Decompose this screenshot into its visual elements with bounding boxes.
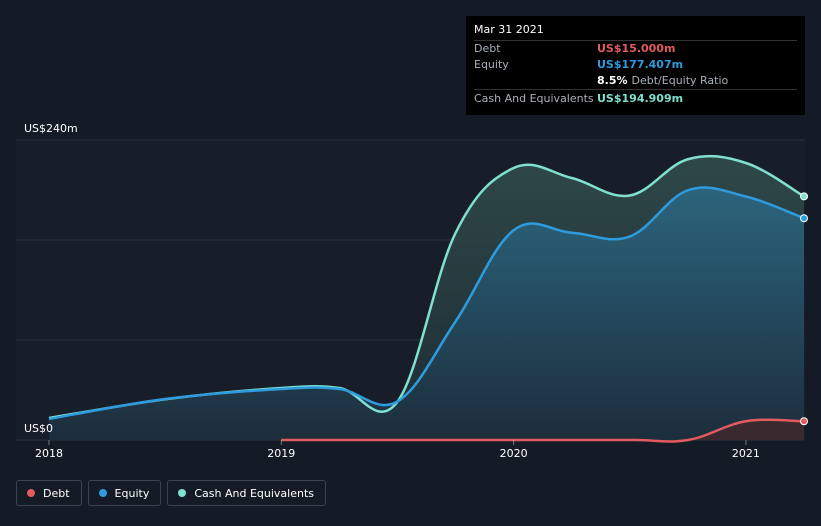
legend-item-debt[interactable]: Debt bbox=[16, 480, 82, 506]
tooltip-debt-label: Debt bbox=[474, 42, 501, 55]
legend-equity-label: Equity bbox=[114, 486, 150, 500]
legend: Debt Equity Cash And Equivalents bbox=[16, 480, 326, 506]
tooltip-row-equity: Equity US$177.407m bbox=[474, 57, 797, 73]
tooltip-row-debt: Debt US$15.000m bbox=[474, 41, 797, 57]
series-markers bbox=[800, 192, 808, 426]
x-tick-label-2021: 2021 bbox=[732, 447, 760, 460]
debt-area bbox=[281, 419, 804, 442]
tooltip-cash-label: Cash And Equivalents bbox=[474, 92, 594, 105]
legend-item-cash[interactable]: Cash And Equivalents bbox=[167, 480, 326, 506]
tooltip-ratio-value: 8.5% bbox=[597, 74, 628, 87]
tooltip-cash-value: US$194.909m bbox=[597, 92, 684, 105]
tooltip-equity-value: US$177.407m bbox=[597, 58, 684, 71]
tooltip-ratio-label: Debt/Equity Ratio bbox=[631, 74, 729, 87]
tooltip-row-ratio: 8.5% Debt/Equity Ratio bbox=[474, 73, 797, 90]
legend-item-equity[interactable]: Equity bbox=[87, 480, 162, 506]
cash-dot-icon bbox=[178, 489, 187, 497]
x-axis: 2018 2019 2020 2021 bbox=[35, 440, 760, 460]
equity-area bbox=[49, 187, 804, 440]
series-areas bbox=[49, 156, 804, 442]
tooltip-panel: Mar 31 2021 Debt US$15.000m Equity US$17… bbox=[466, 16, 805, 115]
equity-dot-icon bbox=[98, 489, 107, 497]
cash-end-marker bbox=[800, 192, 808, 201]
legend-debt-label: Debt bbox=[43, 486, 70, 500]
series-lines bbox=[48, 154, 805, 443]
tooltip-date: Mar 31 2021 bbox=[474, 22, 797, 41]
debt-line bbox=[281, 418, 805, 443]
debt-end-marker bbox=[800, 417, 808, 426]
equity-line bbox=[48, 186, 805, 421]
x-tick-label-2020: 2020 bbox=[500, 447, 528, 460]
tooltip-debt-value: US$15.000m bbox=[597, 42, 676, 55]
y-label-bottom: US$0 bbox=[24, 422, 53, 435]
x-tick-label-2019: 2019 bbox=[267, 447, 295, 460]
equity-end-marker bbox=[800, 214, 808, 223]
legend-cash-label: Cash And Equivalents bbox=[194, 486, 314, 500]
debt-dot-icon bbox=[27, 489, 35, 497]
y-label-top: US$240m bbox=[24, 122, 78, 135]
tooltip-row-cash: Cash And Equivalents US$194.909m bbox=[474, 91, 797, 107]
x-tick-label-2018: 2018 bbox=[35, 447, 63, 460]
tooltip-equity-label: Equity bbox=[474, 58, 509, 71]
